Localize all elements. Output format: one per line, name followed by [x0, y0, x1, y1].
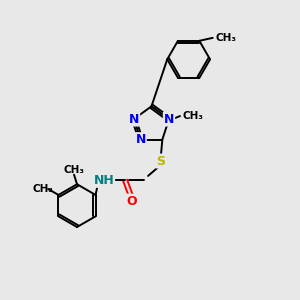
Text: S: S — [156, 154, 165, 167]
Text: N: N — [164, 112, 174, 125]
Text: CH₃: CH₃ — [216, 33, 237, 43]
Text: O: O — [126, 195, 137, 208]
Text: N: N — [129, 112, 139, 125]
Text: NH: NH — [93, 174, 114, 187]
Text: CH₃: CH₃ — [32, 184, 53, 194]
Text: N: N — [136, 133, 146, 146]
Text: CH₃: CH₃ — [182, 111, 203, 121]
Text: CH₃: CH₃ — [64, 165, 85, 175]
